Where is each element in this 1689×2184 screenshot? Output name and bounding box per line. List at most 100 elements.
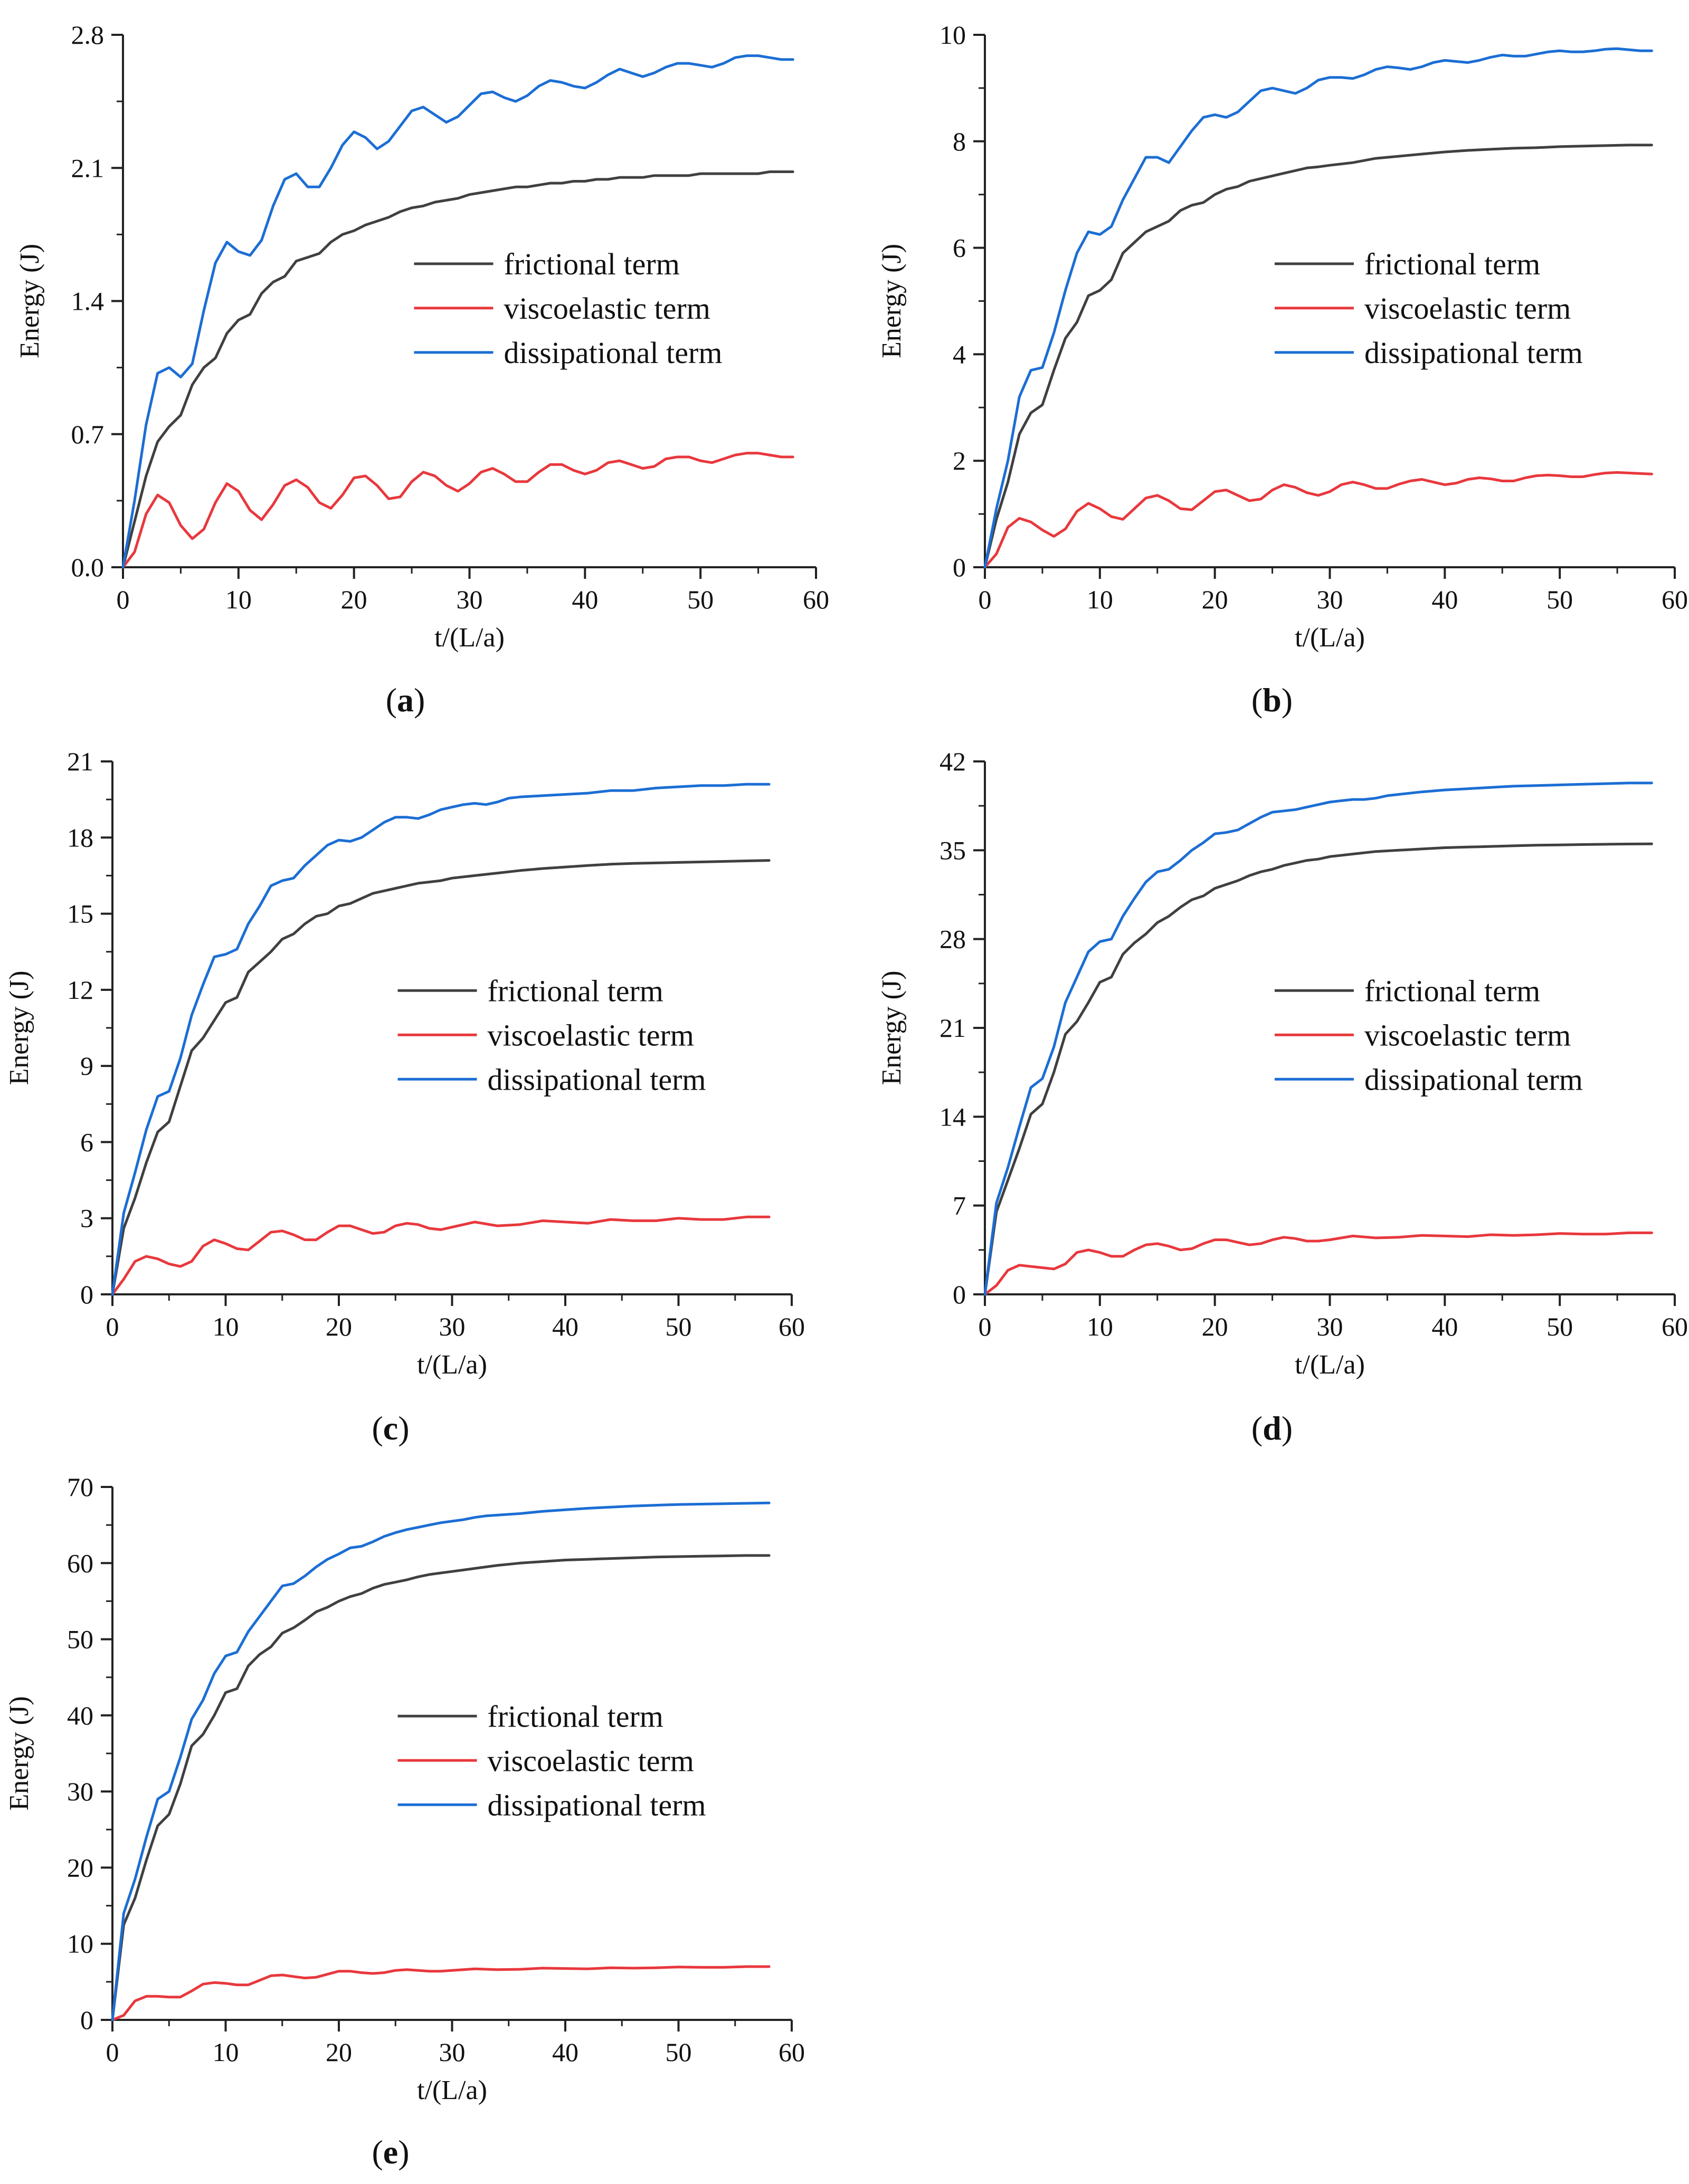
y-tick-label: 0	[80, 1280, 93, 1309]
panel-caption: (a)	[386, 681, 425, 719]
x-tick-label: 50	[1546, 585, 1573, 614]
x-tick-label: 0	[979, 585, 992, 614]
y-tick-label: 10	[940, 20, 966, 50]
y-axis-title: Energy (J)	[877, 970, 907, 1085]
legend-label: dissipational term	[1364, 336, 1583, 370]
x-tick-label: 20	[326, 2037, 352, 2067]
x-tick-label: 40	[572, 585, 598, 614]
x-axis-title: t/(L/a)	[1295, 1350, 1365, 1380]
y-tick-label: 2.1	[71, 153, 105, 183]
y-tick-label: 7	[953, 1191, 966, 1220]
x-tick-label: 30	[439, 1312, 466, 1341]
series-line-viscoelastic-term	[111, 1215, 771, 1296]
x-tick-label: 40	[552, 1312, 578, 1341]
y-tick-label: 40	[67, 1701, 93, 1730]
series-line-frictional-term	[111, 859, 771, 1296]
x-tick-label: 60	[1662, 585, 1688, 614]
legend-label: dissipational term	[1364, 1062, 1583, 1096]
y-tick-label: 0.7	[71, 419, 105, 449]
x-tick-label: 10	[213, 2037, 239, 2067]
series-line-frictional-term	[121, 170, 794, 569]
y-tick-label: 0	[80, 2005, 93, 2035]
panel-caption: (b)	[1251, 681, 1293, 719]
legend-label: frictional term	[504, 247, 679, 281]
x-tick-label: 0	[106, 1312, 119, 1341]
legend-label: viscoelastic term	[504, 291, 710, 326]
legend-label: viscoelastic term	[488, 1018, 694, 1052]
x-tick-label: 20	[1202, 585, 1228, 614]
series-line-viscoelastic-term	[111, 1965, 771, 2021]
series-line-viscoelastic-term	[121, 452, 794, 569]
x-tick-label: 50	[1546, 1312, 1573, 1341]
y-axis-title: Energy (J)	[877, 244, 907, 358]
series-line-frictional-term	[983, 842, 1653, 1296]
x-tick-label: 60	[779, 2037, 805, 2067]
x-tick-label: 30	[1317, 1312, 1343, 1341]
legend-label: dissipational term	[488, 1062, 706, 1096]
y-tick-label: 12	[67, 975, 93, 1005]
legend-label: viscoelastic term	[1364, 1018, 1571, 1052]
x-tick-label: 20	[1202, 1312, 1228, 1341]
panel-caption: (e)	[372, 2133, 409, 2171]
y-tick-label: 21	[67, 747, 93, 776]
y-tick-label: 6	[953, 233, 966, 263]
chart-panel-d: 0 10 20 30 40 50 60 0 7 14 21 28 35 42 t/(L/a) Energy (…	[877, 747, 1688, 1447]
series-line-viscoelastic-term	[983, 1231, 1653, 1296]
y-tick-label: 2.8	[71, 20, 105, 50]
panel-caption: (c)	[372, 1409, 409, 1447]
x-tick-label: 20	[326, 1312, 352, 1341]
y-tick-label: 21	[940, 1013, 966, 1043]
x-tick-label: 60	[1662, 1312, 1688, 1341]
y-tick-label: 0	[953, 552, 966, 582]
x-tick-label: 0	[117, 585, 130, 614]
chart-panel-b: 0 10 20 30 40 50 60 0 2 4 6 8 10 t/(L/a) Energy (J) fri…	[877, 20, 1688, 719]
x-tick-label: 10	[1087, 1312, 1113, 1341]
y-tick-label: 30	[67, 1777, 93, 1806]
legend-label: viscoelastic term	[1364, 291, 1571, 326]
x-tick-label: 50	[666, 2037, 692, 2067]
chart-panel-a: 0 10 20 30 40 50 60 0.0 0.7 1.4 2.1 2.8 t/(L/a) Energ…	[15, 20, 829, 719]
x-tick-label: 40	[552, 2037, 578, 2067]
x-axis-title: t/(L/a)	[417, 1350, 487, 1380]
y-tick-label: 10	[67, 1929, 93, 1959]
series-line-dissipational-term	[983, 47, 1653, 569]
x-tick-label: 0	[106, 2037, 119, 2067]
series-line-dissipational-term	[111, 1501, 771, 2021]
legend-label: dissipational term	[504, 336, 722, 370]
y-tick-label: 0	[953, 1280, 966, 1309]
x-tick-label: 40	[1431, 1312, 1458, 1341]
x-axis-title: t/(L/a)	[434, 623, 505, 653]
x-axis-title: t/(L/a)	[1295, 623, 1365, 653]
y-tick-label: 9	[80, 1051, 93, 1081]
x-tick-label: 30	[439, 2037, 466, 2067]
x-tick-label: 30	[457, 585, 483, 614]
y-axis-title: Energy (J)	[4, 1696, 34, 1810]
series-line-frictional-term	[111, 1554, 771, 2021]
series-line-frictional-term	[983, 144, 1653, 569]
y-tick-label: 50	[67, 1625, 93, 1654]
legend-label: frictional term	[1364, 974, 1540, 1008]
y-tick-label: 70	[67, 1472, 93, 1502]
x-tick-label: 10	[1087, 585, 1113, 614]
x-tick-label: 40	[1431, 585, 1458, 614]
y-tick-label: 18	[67, 823, 93, 852]
x-tick-label: 10	[213, 1312, 239, 1341]
y-axis-title: Energy (J)	[15, 244, 45, 358]
x-tick-label: 10	[225, 585, 252, 614]
series-line-dissipational-term	[121, 54, 794, 569]
series-line-viscoelastic-term	[983, 471, 1653, 569]
panel-caption: (d)	[1251, 1409, 1293, 1447]
chart-panel-e: 0 10 20 30 40 50 60 0 10 20 30 40 50 60 70 t/(L/a) Energ…	[4, 1472, 805, 2171]
y-tick-label: 15	[67, 899, 93, 929]
y-tick-label: 60	[67, 1548, 93, 1578]
y-tick-label: 42	[940, 747, 966, 776]
legend-label: dissipational term	[488, 1788, 706, 1822]
y-tick-label: 20	[67, 1853, 93, 1882]
y-tick-label: 0.0	[71, 552, 105, 582]
y-tick-label: 6	[80, 1127, 93, 1157]
legend-label: frictional term	[488, 974, 663, 1008]
x-tick-label: 50	[687, 585, 714, 614]
series-line-dissipational-term	[983, 781, 1653, 1296]
x-tick-label: 30	[1317, 585, 1343, 614]
